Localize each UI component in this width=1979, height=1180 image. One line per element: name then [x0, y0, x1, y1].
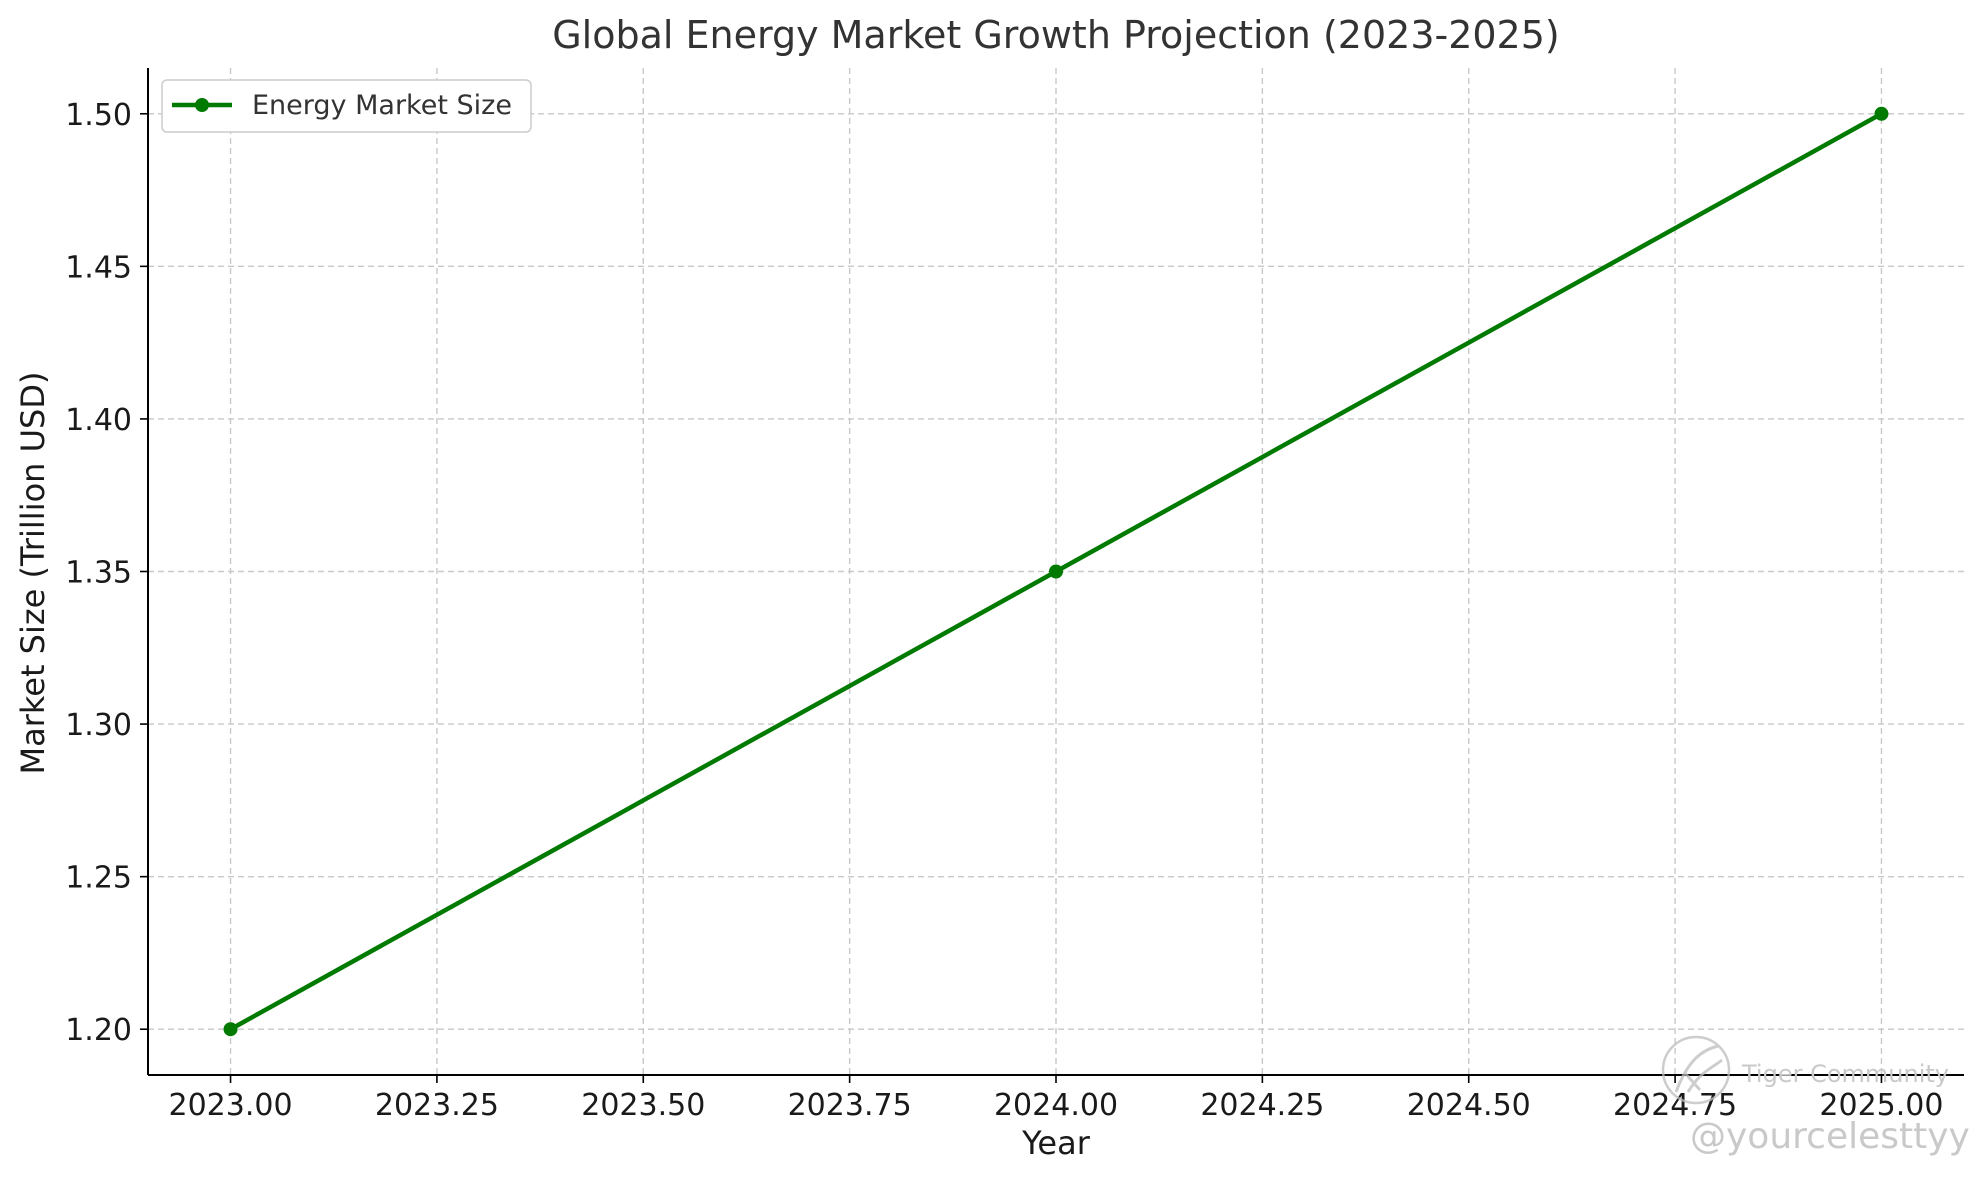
- y-tick-label: 1.40: [65, 403, 132, 438]
- data-point: [223, 1022, 238, 1037]
- x-tick-label: 2024.50: [1407, 1088, 1531, 1123]
- data-point: [1049, 564, 1063, 579]
- x-tick-label: 2024.00: [994, 1088, 1118, 1123]
- x-tick-label: 2023.00: [169, 1088, 293, 1123]
- legend-box: [161, 79, 532, 133]
- watermark: Tiger Community @yourcelesttyy: [1661, 1035, 1970, 1157]
- legend: Energy Market Size: [161, 79, 532, 133]
- x-tick-label: 2025.00: [1819, 1088, 1943, 1123]
- x-tick-label: 2024.75: [1613, 1088, 1737, 1123]
- x-tick-label: 2023.50: [581, 1088, 705, 1123]
- data-point: [1874, 106, 1889, 121]
- watermark-handle: @yourcelesttyy: [1690, 1116, 1970, 1157]
- legend-marker-swatch: [195, 98, 209, 112]
- watermark-community: Tiger Community: [1741, 1060, 1949, 1088]
- x-tick-label: 2023.75: [788, 1088, 912, 1123]
- y-tick-label: 1.20: [65, 1013, 132, 1048]
- y-tick-label: 1.35: [65, 556, 132, 591]
- y-axis-label: Market Size (Trillion USD): [14, 372, 52, 775]
- y-tick-label: 1.25: [65, 861, 132, 896]
- series-layer: [223, 106, 1889, 1037]
- y-tick-label: 1.50: [65, 98, 132, 133]
- y-tick-label: 1.30: [65, 708, 132, 743]
- y-tick-label: 1.45: [65, 250, 132, 285]
- tick-layer: 2023.00 2023.25 2023.50 2023.75 2024.00 2024.…: [65, 98, 1943, 1123]
- grid-layer: [148, 68, 1964, 1075]
- x-axis-label: Year: [1021, 1124, 1091, 1162]
- x-tick-label: 2023.25: [375, 1088, 499, 1123]
- legend-label: Energy Market Size: [252, 90, 512, 121]
- x-tick-label: 2024.25: [1200, 1088, 1324, 1123]
- chart-title: Global Energy Market Growth Projection (…: [552, 13, 1560, 57]
- tiger-logo-icon: [1661, 1035, 1731, 1105]
